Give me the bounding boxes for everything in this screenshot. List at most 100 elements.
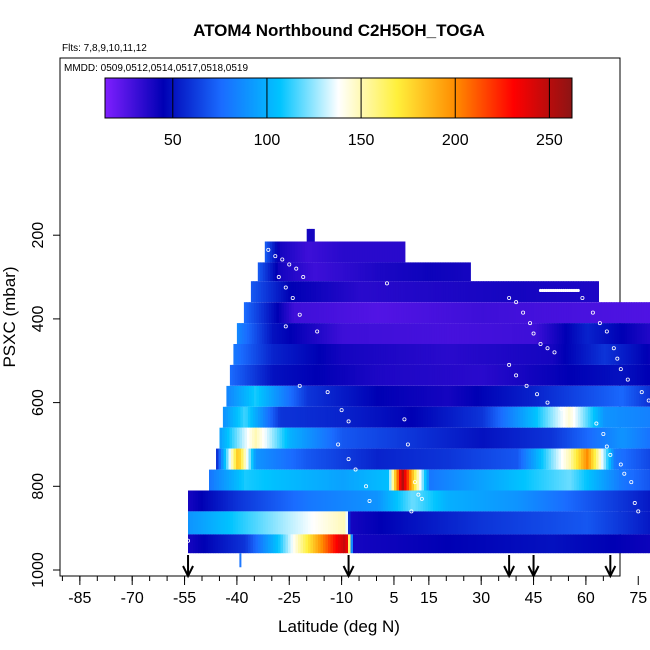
- heatmap-cell: [292, 241, 296, 263]
- heatmap-cell: [444, 323, 448, 344]
- heatmap-cell: [415, 490, 419, 512]
- heatmap-cell: [210, 534, 214, 554]
- heatmap-cell: [476, 323, 480, 344]
- heatmap-cell: [314, 469, 318, 491]
- heatmap-cell: [542, 364, 546, 386]
- heatmap-cell: [489, 427, 493, 449]
- heatmap-cell: [457, 406, 461, 428]
- heatmap-cell: [379, 427, 383, 449]
- heatmap-cell: [334, 364, 338, 386]
- heatmap-cell: [648, 448, 650, 470]
- heatmap-cell: [599, 323, 603, 344]
- heatmap-cell: [264, 241, 268, 263]
- sample-point: [646, 398, 650, 403]
- heatmap-cell: [599, 364, 603, 386]
- heatmap-cell: [485, 511, 489, 535]
- heatmap-cell: [281, 302, 285, 324]
- heatmap-cell: [203, 490, 207, 512]
- heatmap-cell: [422, 262, 426, 282]
- sample-point: [367, 498, 372, 503]
- heatmap-cell: [532, 364, 536, 386]
- heatmap-cell: [408, 385, 412, 407]
- heatmap-cell: [508, 302, 512, 324]
- heatmap-cell: [285, 344, 289, 365]
- heatmap-cell: [317, 427, 321, 449]
- heatmap-cell: [351, 385, 355, 407]
- heatmap-cell: [528, 281, 532, 303]
- heatmap-cell: [563, 344, 567, 365]
- heatmap-cell: [340, 511, 344, 535]
- heatmap-cell: [383, 344, 387, 365]
- heatmap-cell: [384, 364, 388, 386]
- heatmap-cell: [548, 511, 552, 535]
- heatmap-cell: [528, 302, 532, 324]
- heatmap-cell: [334, 323, 338, 344]
- heatmap-cell: [624, 323, 628, 344]
- heatmap-cell: [446, 469, 450, 491]
- heatmap-cell: [589, 323, 593, 344]
- heatmap-cell: [320, 406, 324, 428]
- heatmap-cell: [245, 534, 249, 554]
- heatmap-cell: [448, 511, 452, 535]
- heatmap-cell: [369, 427, 373, 449]
- heatmap-cell: [454, 469, 458, 491]
- heatmap-cell: [324, 364, 328, 386]
- heatmap-cell: [398, 281, 402, 303]
- heatmap-cell: [397, 364, 401, 386]
- heatmap-cell: [309, 364, 313, 386]
- heatmap-cell: [493, 511, 497, 535]
- heatmap-cell: [333, 385, 337, 407]
- heatmap-cell: [571, 469, 575, 491]
- heatmap-cell: [613, 385, 617, 407]
- heatmap-cell: [530, 490, 534, 512]
- heatmap-cell: [432, 364, 436, 386]
- heatmap-cell: [509, 323, 513, 344]
- heatmap-cell: [216, 448, 220, 470]
- heatmap-cell: [388, 448, 392, 470]
- heatmap-cell: [354, 469, 358, 491]
- heatmap-cell: [614, 469, 618, 491]
- heatmap-cell: [352, 241, 356, 263]
- heatmap-cell: [470, 534, 474, 554]
- heatmap-cell: [315, 511, 319, 535]
- heatmap-cell: [245, 490, 249, 512]
- heatmap-cell: [356, 385, 360, 407]
- heatmap-cell: [307, 427, 311, 449]
- heatmap-cell: [506, 385, 510, 407]
- heatmap-cell: [455, 490, 459, 512]
- heatmap-cell: [233, 511, 237, 535]
- heatmap-cell: [265, 490, 269, 512]
- heatmap-cell: [213, 490, 217, 512]
- heatmap-cell: [362, 364, 366, 386]
- heatmap-cell: [348, 385, 352, 407]
- heatmap-cell: [390, 534, 394, 554]
- heatmap-cell: [273, 448, 277, 470]
- heatmap-cell: [320, 344, 324, 365]
- heatmap-cell: [305, 406, 309, 428]
- heatmap-cell: [490, 344, 494, 365]
- heatmap-cell: [585, 534, 589, 554]
- heatmap-cell: [435, 406, 439, 428]
- heatmap-cell: [485, 534, 489, 554]
- heatmap-cell: [218, 490, 222, 512]
- heatmap-cell: [398, 385, 402, 407]
- heatmap-cell: [480, 490, 484, 512]
- heatmap-cell: [472, 406, 476, 428]
- heatmap-cell: [607, 364, 611, 386]
- heatmap-cell: [287, 241, 291, 263]
- heatmap-cell: [336, 385, 340, 407]
- heatmap-cell: [251, 302, 255, 324]
- heatmap-cell: [623, 302, 627, 324]
- heatmap-cell: [440, 406, 444, 428]
- heatmap-cell: [222, 427, 226, 449]
- sample-point: [524, 383, 529, 388]
- heatmap-cell: [321, 448, 325, 470]
- heatmap-cell: [298, 344, 302, 365]
- heatmap-cell: [470, 344, 474, 365]
- heatmap-cell: [646, 302, 650, 324]
- heatmap-cell: [218, 511, 222, 535]
- heatmap-cell: [381, 323, 385, 344]
- heatmap-cell: [461, 448, 465, 470]
- heatmap-cell: [288, 385, 292, 407]
- heatmap-cell: [303, 511, 307, 535]
